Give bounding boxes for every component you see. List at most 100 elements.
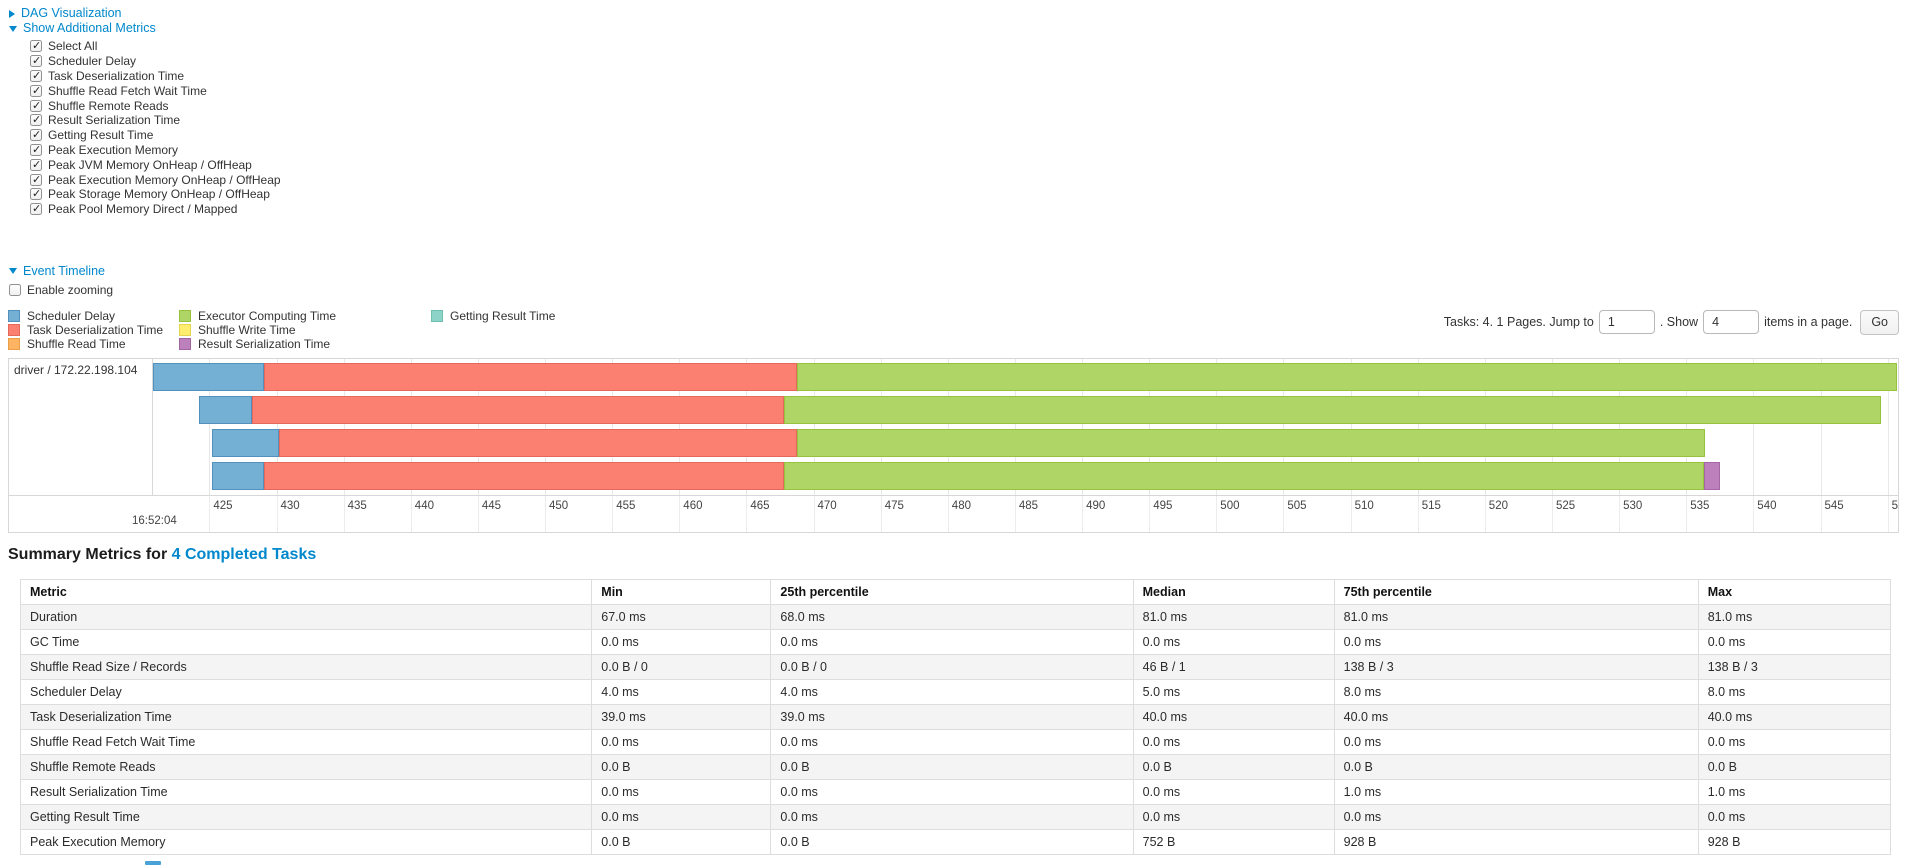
enable-zooming-row: Enable zooming xyxy=(0,283,1907,298)
axis-tick-label: 500 xyxy=(1220,500,1240,513)
legend-column-2: Executor Computing Time Shuffle Write Tim… xyxy=(179,309,431,352)
checkbox-shuffle-read-fetch-wait-time[interactable] xyxy=(30,84,42,97)
metric-name-cell: Task Deserialization Time xyxy=(19,704,593,731)
column-header-25th-percentile: 25th percentile xyxy=(770,579,1134,606)
metric-value-cell: 0.0 B xyxy=(591,754,772,781)
pager-mid-text: . Show xyxy=(1659,315,1699,330)
axis-tick xyxy=(1484,496,1486,533)
legend-item-task-deserialization: Task Deserialization Time xyxy=(8,323,179,337)
metric-value-cell: 4.0 ms xyxy=(770,679,1134,706)
items-per-page-input[interactable] xyxy=(1703,310,1760,335)
metric-item-peak-storage-memory-onheap-offheap: Peak Storage Memory OnHeap / OffHeap xyxy=(30,187,1907,202)
legend-column-1: Scheduler Delay Task Deserialization Time… xyxy=(8,309,179,352)
legend-item-executor-computing: Executor Computing Time xyxy=(179,309,431,323)
checkbox-label: Peak Execution Memory OnHeap / OffHeap xyxy=(48,172,281,187)
scheduler-delay-swatch-icon xyxy=(8,309,20,322)
axis-tick-label: 430 xyxy=(280,500,300,513)
gridline xyxy=(1552,359,1553,496)
dag-visualization-link[interactable]: DAG Visualization xyxy=(21,6,122,20)
jump-to-page-input[interactable] xyxy=(1598,310,1655,335)
gridline xyxy=(1686,359,1688,496)
metric-value-cell: 0.0 ms xyxy=(1132,729,1335,756)
axis-tick xyxy=(545,496,546,533)
checkbox-peak-pool-memory-direct-mapped[interactable] xyxy=(30,202,42,216)
show-additional-metrics-toggle[interactable]: Show Additional Metrics xyxy=(0,21,1907,36)
metric-value-cell: 0.0 B xyxy=(591,829,772,856)
axis-tick xyxy=(1082,496,1084,533)
axis-tick xyxy=(343,496,345,533)
task-1-executor-computing-bar[interactable] xyxy=(797,363,1897,392)
metric-name-cell: Shuffle Remote Reads xyxy=(19,754,593,781)
axis-tick xyxy=(1753,496,1755,533)
checkbox-scheduler-delay[interactable] xyxy=(30,54,42,68)
gridline xyxy=(1082,359,1084,496)
summary-heading-prefix: Summary Metrics for xyxy=(8,546,172,564)
checkbox-label: Shuffle Remote Reads xyxy=(48,98,169,113)
checkbox-task-deserialization-time[interactable] xyxy=(30,69,42,82)
gridline xyxy=(679,359,681,496)
metric-name-cell: Shuffle Read Fetch Wait Time xyxy=(19,729,593,756)
metric-item-peak-execution-memory: Peak Execution Memory xyxy=(30,143,1907,158)
summary-metrics-table: Metric Min 25th percentile Median 75th perce… xyxy=(19,579,1892,856)
gridline xyxy=(1887,359,1889,496)
task-4-scheduler-delay-bar[interactable] xyxy=(212,462,265,491)
metric-value-cell: 0.0 B xyxy=(770,829,1134,856)
task-4-result-serialization-bar[interactable] xyxy=(1703,462,1720,491)
axis-tick-label: 515 xyxy=(1421,500,1441,513)
checkbox-peak-execution-memory[interactable] xyxy=(30,143,42,156)
axis-tick-label: 480 xyxy=(951,500,971,513)
task-3-executor-computing-bar[interactable] xyxy=(797,429,1705,458)
gridline xyxy=(1014,359,1016,496)
checkbox-getting-result-time[interactable] xyxy=(30,128,42,142)
metric-value-cell: 0.0 ms xyxy=(770,729,1134,756)
go-button[interactable]: Go xyxy=(1860,309,1899,335)
enable-zooming-label: Enable zooming xyxy=(27,283,114,298)
enable-zooming-checkbox[interactable] xyxy=(9,284,21,297)
metric-value-cell: 1.0 ms xyxy=(1697,779,1892,806)
axis-tick-label: 525 xyxy=(1556,500,1576,513)
task-4-task-deserialization-bar[interactable] xyxy=(264,462,784,491)
checkbox-peak-storage-memory-onheap-offheap[interactable] xyxy=(30,187,42,201)
gridline xyxy=(1417,359,1419,496)
checkbox-result-serialization-time[interactable] xyxy=(30,113,42,127)
metric-value-cell: 928 B xyxy=(1697,829,1892,856)
metric-value-cell: 0.0 ms xyxy=(770,804,1134,831)
task-3-task-deserialization-bar[interactable] xyxy=(279,429,798,458)
table-row-task-deserialization-time: Task Deserialization Time 39.0 ms 39.0 ms 4… xyxy=(19,704,1892,731)
axis-tick xyxy=(209,496,211,533)
metric-item-peak-execution-memory-onheap-offheap: Peak Execution Memory OnHeap / OffHeap xyxy=(30,172,1907,187)
dag-visualization-toggle[interactable]: DAG Visualization xyxy=(0,6,1907,21)
gridline xyxy=(1619,359,1621,496)
table-row-duration: Duration 67.0 ms 68.0 ms 81.0 ms 81.0 ms 81.0… xyxy=(19,604,1892,631)
checkbox-label: Getting Result Time xyxy=(48,128,154,143)
event-timeline-link[interactable]: Event Timeline xyxy=(23,263,105,278)
task-2-task-deserialization-bar[interactable] xyxy=(252,396,785,425)
gridline xyxy=(477,359,479,496)
event-timeline-toggle[interactable]: Event Timeline xyxy=(0,264,1907,279)
checkbox-select-all[interactable] xyxy=(30,39,42,53)
axis-tick xyxy=(1283,496,1285,533)
task-3-scheduler-delay-bar[interactable] xyxy=(212,429,280,458)
task-2-scheduler-delay-bar[interactable] xyxy=(198,396,253,425)
metric-value-cell: 928 B xyxy=(1333,829,1699,856)
task-2-executor-computing-bar[interactable] xyxy=(784,396,1881,425)
axis-tick xyxy=(477,496,479,533)
metric-value-cell: 39.0 ms xyxy=(770,704,1134,731)
legend-label: Getting Result Time xyxy=(450,308,556,323)
axis-tick xyxy=(1552,496,1553,533)
axis-tick xyxy=(1686,496,1688,533)
metric-value-cell: 138 B / 3 xyxy=(1333,654,1699,681)
checkbox-shuffle-remote-reads[interactable] xyxy=(30,99,42,112)
checkbox-peak-execution-memory-onheap-offheap[interactable] xyxy=(30,173,42,186)
checkbox-peak-jvm-memory-onheap-offheap[interactable] xyxy=(30,158,42,171)
column-header-75th-percentile: 75th percentile xyxy=(1333,579,1699,606)
completed-tasks-link[interactable]: 4 Completed Tasks xyxy=(171,546,317,564)
task-1-scheduler-delay-bar[interactable] xyxy=(153,363,265,392)
task-4-executor-computing-bar[interactable] xyxy=(784,462,1704,491)
metric-name-cell: Peak Execution Memory xyxy=(19,829,593,856)
task-1-task-deserialization-bar[interactable] xyxy=(264,363,798,392)
show-additional-metrics-link[interactable]: Show Additional Metrics xyxy=(23,21,156,35)
axis-tick-label: 485 xyxy=(1018,500,1039,513)
next-section-cutoff-sliver xyxy=(145,861,161,865)
checkbox-label: Scheduler Delay xyxy=(48,54,137,69)
